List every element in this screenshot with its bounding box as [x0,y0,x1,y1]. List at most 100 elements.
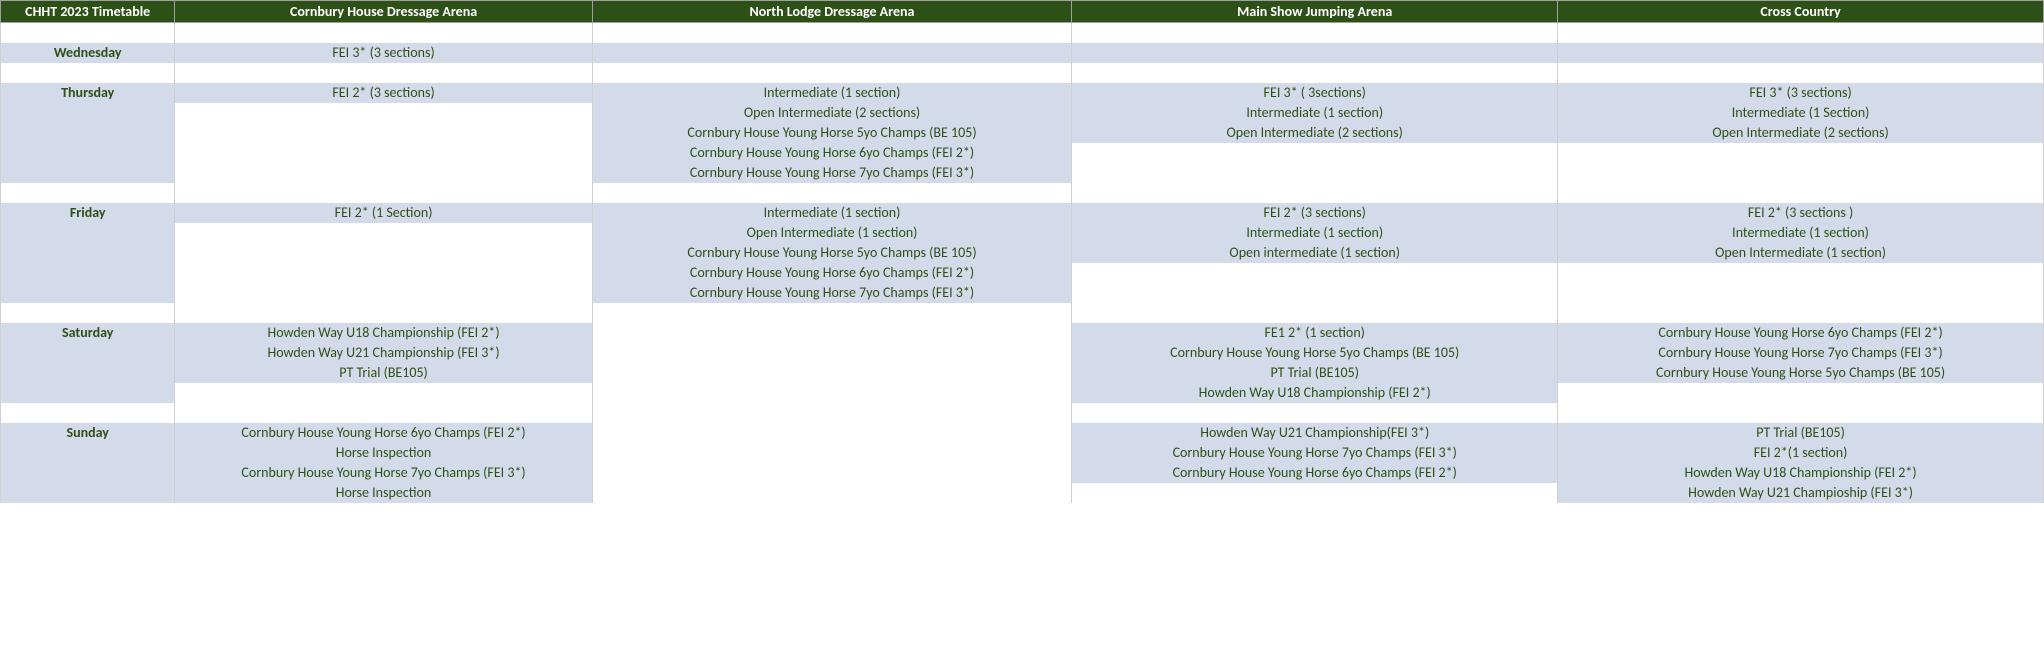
blank-cell [1072,303,1558,323]
event-cell [175,383,592,403]
event-cell: FEI 3* (3 sections) [1558,83,2044,103]
day-label [1,163,175,183]
table-row [1,63,2044,83]
event-cell [592,483,1072,503]
blank-cell [1558,183,2044,203]
blank-cell [1558,23,2044,43]
blank-cell [1,63,175,83]
blank-cell [175,303,592,323]
blank-cell [1072,183,1558,203]
header-arena-4: Cross Country [1558,1,2044,23]
table-row: SaturdayHowden Way U18 Championship (FEI… [1,323,2044,343]
event-cell: Cornbury House Young Horse 7yo Champs (F… [592,163,1072,183]
table-row: SundayCornbury House Young Horse 6yo Cha… [1,423,2044,443]
event-cell [1558,163,2044,183]
table-row [1,403,2044,423]
blank-cell [175,403,592,423]
blank-cell [1558,63,2044,83]
event-cell [592,463,1072,483]
event-cell [592,423,1072,443]
header-title: CHHT 2023 Timetable [1,1,175,23]
day-label: Thursday [1,83,175,103]
event-cell [1558,143,2044,163]
header-arena-1: Cornbury House Dressage Arena [175,1,592,23]
table-row: Cornbury House Young Horse 7yo Champs (F… [1,163,2044,183]
event-cell [175,283,592,303]
table-row [1,23,2044,43]
event-cell: Cornbury House Young Horse 7yo Champs (F… [592,283,1072,303]
event-cell: Howden Way U21 Championship(FEI 3*) [1072,423,1558,443]
event-cell: Cornbury House Young Horse 7yo Champs (F… [175,463,592,483]
event-cell [1558,263,2044,283]
day-label [1,263,175,283]
table-row [1,303,2044,323]
day-label [1,223,175,243]
day-label [1,123,175,143]
table-row: Open Intermediate (2 sections)Intermedia… [1,103,2044,123]
event-cell [1072,483,1558,503]
event-cell: Open Intermediate (2 sections) [1558,123,2044,143]
header-arena-2: North Lodge Dressage Arena [592,1,1072,23]
table-row: Howden Way U18 Championship (FEI 2*) [1,383,2044,403]
event-cell: Open Intermediate (2 sections) [1072,123,1558,143]
event-cell [175,143,592,163]
event-cell: Howden Way U21 Champioship (FEI 3*) [1558,483,2044,503]
blank-cell [1558,303,2044,323]
event-cell: Open Intermediate (2 sections) [592,103,1072,123]
event-cell [1072,163,1558,183]
blank-cell [175,183,592,203]
event-cell [592,443,1072,463]
blank-cell [592,63,1072,83]
table-row: Cornbury House Young Horse 6yo Champs (F… [1,263,2044,283]
day-label [1,363,175,383]
event-cell: Intermediate (1 section) [1558,223,2044,243]
table-row: ThursdayFEI 2* (3 sections)Intermediate … [1,83,2044,103]
event-cell [1072,263,1558,283]
event-cell [1072,43,1558,63]
blank-cell [175,23,592,43]
event-cell: Cornbury House Young Horse 7yo Champs (F… [1558,343,2044,363]
blank-cell [592,403,1072,423]
event-cell [592,323,1072,343]
event-cell: Horse Inspection [175,483,592,503]
day-label [1,243,175,263]
event-cell: FEI 3* (3 sections) [175,43,592,63]
table-row: Horse Inspection Howden Way U21 Champiosh… [1,483,2044,503]
table-row: Cornbury House Young Horse 5yo Champs (B… [1,123,2044,143]
blank-cell [592,303,1072,323]
event-cell [592,343,1072,363]
day-label: Sunday [1,423,175,443]
timetable-body: WednesdayFEI 3* (3 sections)ThursdayFEI … [1,23,2044,503]
day-label [1,483,175,503]
table-row: Cornbury House Young Horse 5yo Champs (B… [1,243,2044,263]
event-cell: Howden Way U18 Championship (FEI 2*) [175,323,592,343]
event-cell: Open Intermediate (1 section) [1558,243,2044,263]
timetable: CHHT 2023 Timetable Cornbury House Dress… [0,0,2044,503]
header-arena-3: Main Show Jumping Arena [1072,1,1558,23]
event-cell: Cornbury House Young Horse 6yo Champs (F… [175,423,592,443]
blank-cell [1072,23,1558,43]
event-cell: Intermediate (1 section) [1072,223,1558,243]
event-cell: Cornbury House Young Horse 5yo Champs (B… [592,243,1072,263]
event-cell: Cornbury House Young Horse 6yo Champs (F… [1072,463,1558,483]
table-row: PT Trial (BE105)PT Trial (BE105)Cornbury… [1,363,2044,383]
blank-cell [1,183,175,203]
blank-cell [1,303,175,323]
event-cell: FEI 2* (1 Section) [175,203,592,223]
event-cell: FE1 2* (1 section) [1072,323,1558,343]
event-cell: FEI 2* (3 sections ) [1558,203,2044,223]
day-label [1,103,175,123]
day-label [1,383,175,403]
event-cell [175,123,592,143]
day-label: Wednesday [1,43,175,63]
table-row: Horse InspectionCornbury House Young Hor… [1,443,2044,463]
event-cell: Intermediate (1 section) [1072,103,1558,123]
blank-cell [1,403,175,423]
day-label: Friday [1,203,175,223]
table-row: FridayFEI 2* (1 Section)Intermediate (1 … [1,203,2044,223]
blank-cell [175,63,592,83]
blank-cell [1,23,175,43]
event-cell: Cornbury House Young Horse 5yo Champs (B… [1558,363,2044,383]
table-row: Howden Way U21 Championship (FEI 3*)Corn… [1,343,2044,363]
event-cell [1072,143,1558,163]
